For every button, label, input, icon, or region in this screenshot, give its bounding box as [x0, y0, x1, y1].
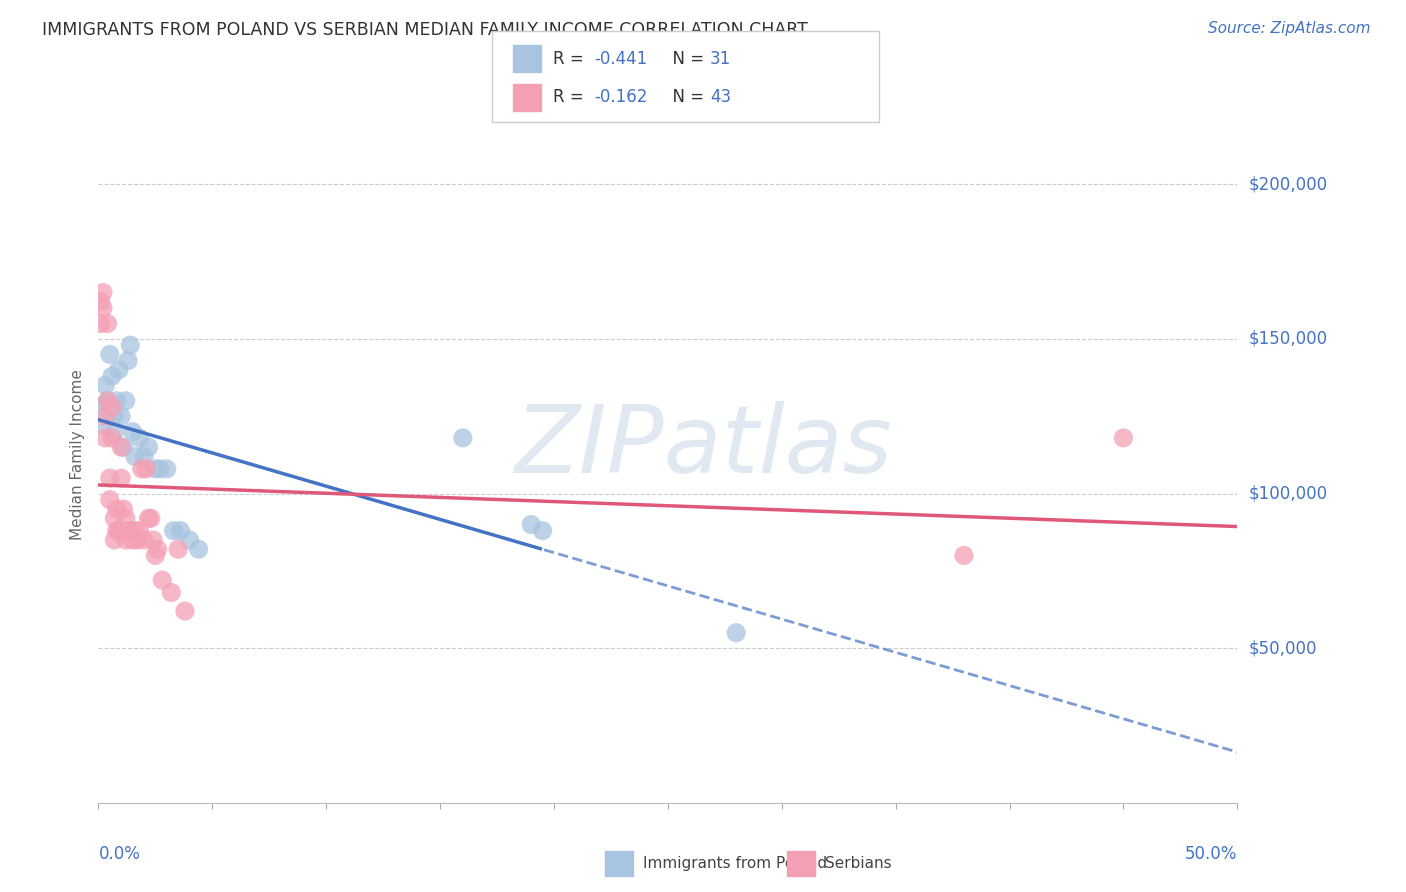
Point [91, 285, 114, 300]
Point [98, 347, 121, 361]
Point [103, 425, 125, 439]
Point [145, 549, 167, 563]
Point [112, 440, 135, 454]
Point [520, 517, 543, 532]
Point [187, 542, 209, 557]
Text: $200,000: $200,000 [1249, 176, 1327, 194]
Point [117, 524, 139, 538]
Point [96, 393, 118, 408]
Point [110, 409, 132, 424]
Point [451, 431, 474, 445]
Point [142, 533, 165, 547]
Point [139, 511, 162, 525]
Point [98, 471, 121, 485]
Point [150, 573, 173, 587]
Point [90, 400, 112, 414]
Point [127, 533, 149, 547]
Point [169, 524, 191, 538]
Point [94, 431, 117, 445]
Text: N =: N = [662, 88, 710, 106]
Point [91, 418, 114, 433]
Point [120, 524, 142, 538]
Point [90, 317, 112, 331]
Point [103, 533, 125, 547]
Point [128, 524, 150, 538]
Point [531, 524, 554, 538]
Text: -0.441: -0.441 [595, 50, 648, 68]
Point [108, 524, 131, 538]
Text: 0.0%: 0.0% [98, 845, 141, 863]
Point [132, 533, 155, 547]
Point [146, 542, 169, 557]
Point [121, 533, 143, 547]
Point [120, 338, 142, 352]
Point [138, 511, 160, 525]
Point [725, 625, 748, 640]
Point [135, 462, 157, 476]
Point [156, 462, 179, 476]
Point [160, 585, 183, 599]
Text: 43: 43 [710, 88, 731, 106]
Point [112, 502, 135, 516]
Text: $150,000: $150,000 [1249, 330, 1327, 348]
Point [128, 431, 150, 445]
Point [94, 409, 117, 424]
Point [149, 462, 172, 476]
Point [953, 549, 976, 563]
Point [110, 471, 132, 485]
Point [94, 378, 117, 392]
Point [103, 511, 125, 525]
Point [179, 533, 201, 547]
Point [121, 425, 143, 439]
Text: -0.162: -0.162 [595, 88, 648, 106]
Text: 50.0%: 50.0% [1185, 845, 1237, 863]
Text: $50,000: $50,000 [1249, 640, 1317, 657]
Text: Serbians: Serbians [825, 856, 891, 871]
Point [145, 462, 167, 476]
Point [96, 393, 118, 408]
Text: R =: R = [553, 50, 589, 68]
Point [114, 511, 136, 525]
Point [114, 533, 136, 547]
Point [91, 301, 114, 315]
Point [101, 400, 124, 414]
Text: ZIPatlas: ZIPatlas [515, 401, 891, 491]
Point [101, 369, 124, 384]
Y-axis label: Median Family Income: Median Family Income [69, 369, 84, 541]
Point [174, 604, 197, 618]
Text: Source: ZipAtlas.com: Source: ZipAtlas.com [1208, 21, 1371, 36]
Point [132, 450, 155, 464]
Text: N =: N = [662, 50, 710, 68]
Point [90, 294, 112, 309]
Point [117, 353, 139, 368]
Point [98, 492, 121, 507]
Point [103, 409, 125, 424]
Point [105, 502, 128, 516]
Point [105, 393, 128, 408]
Point [138, 440, 160, 454]
Point [124, 524, 146, 538]
Point [167, 542, 190, 557]
Point [114, 393, 136, 408]
Point [105, 524, 128, 538]
Text: 31: 31 [710, 50, 731, 68]
Point [124, 450, 146, 464]
Text: Immigrants from Poland: Immigrants from Poland [643, 856, 827, 871]
Point [96, 317, 118, 331]
Text: R =: R = [553, 88, 589, 106]
Point [131, 462, 153, 476]
Text: IMMIGRANTS FROM POLAND VS SERBIAN MEDIAN FAMILY INCOME CORRELATION CHART: IMMIGRANTS FROM POLAND VS SERBIAN MEDIAN… [42, 21, 808, 38]
Text: $100,000: $100,000 [1249, 484, 1327, 502]
Point [108, 524, 131, 538]
Point [108, 363, 131, 377]
Point [1112, 431, 1135, 445]
Point [162, 524, 184, 538]
Point [101, 431, 124, 445]
Point [110, 440, 132, 454]
